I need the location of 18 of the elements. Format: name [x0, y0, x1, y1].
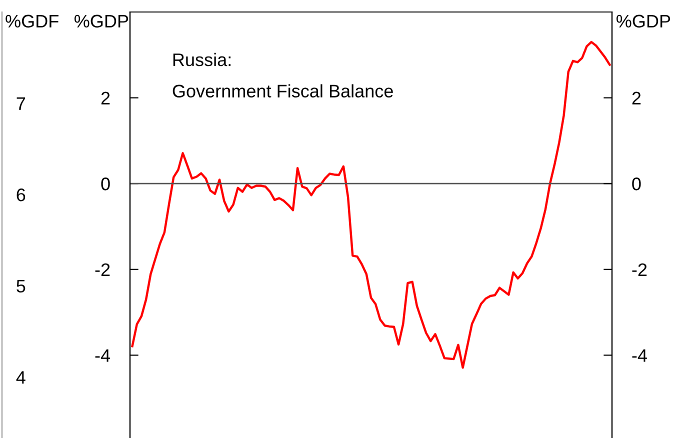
y2-tick-label: -2	[632, 263, 647, 276]
y-tick-label: 0	[101, 178, 110, 190]
text: Russia:	[173, 52, 230, 66]
y3-tick-label: 5	[16, 280, 26, 293]
y2-tick-label: -4	[632, 349, 647, 362]
y3-tick-label: 7	[16, 97, 26, 110]
y-axis-title: %GDP	[74, 14, 128, 28]
y2-tick-label: 2	[632, 92, 641, 104]
y3-tick-label: 4	[16, 371, 26, 384]
y-tick-label: 2	[101, 92, 110, 104]
text: Government Fiscal Balance	[172, 84, 393, 98]
y2-axis-title: %GDP	[616, 14, 670, 28]
y3-tick-label: 6	[16, 188, 26, 202]
y-tick-label: -4	[95, 349, 110, 362]
y3-axis-title: %GDF	[6, 14, 58, 28]
y2-tick-label: 0	[632, 178, 641, 190]
line-series	[131, 40, 611, 369]
y-tick-label: -2	[95, 263, 110, 276]
